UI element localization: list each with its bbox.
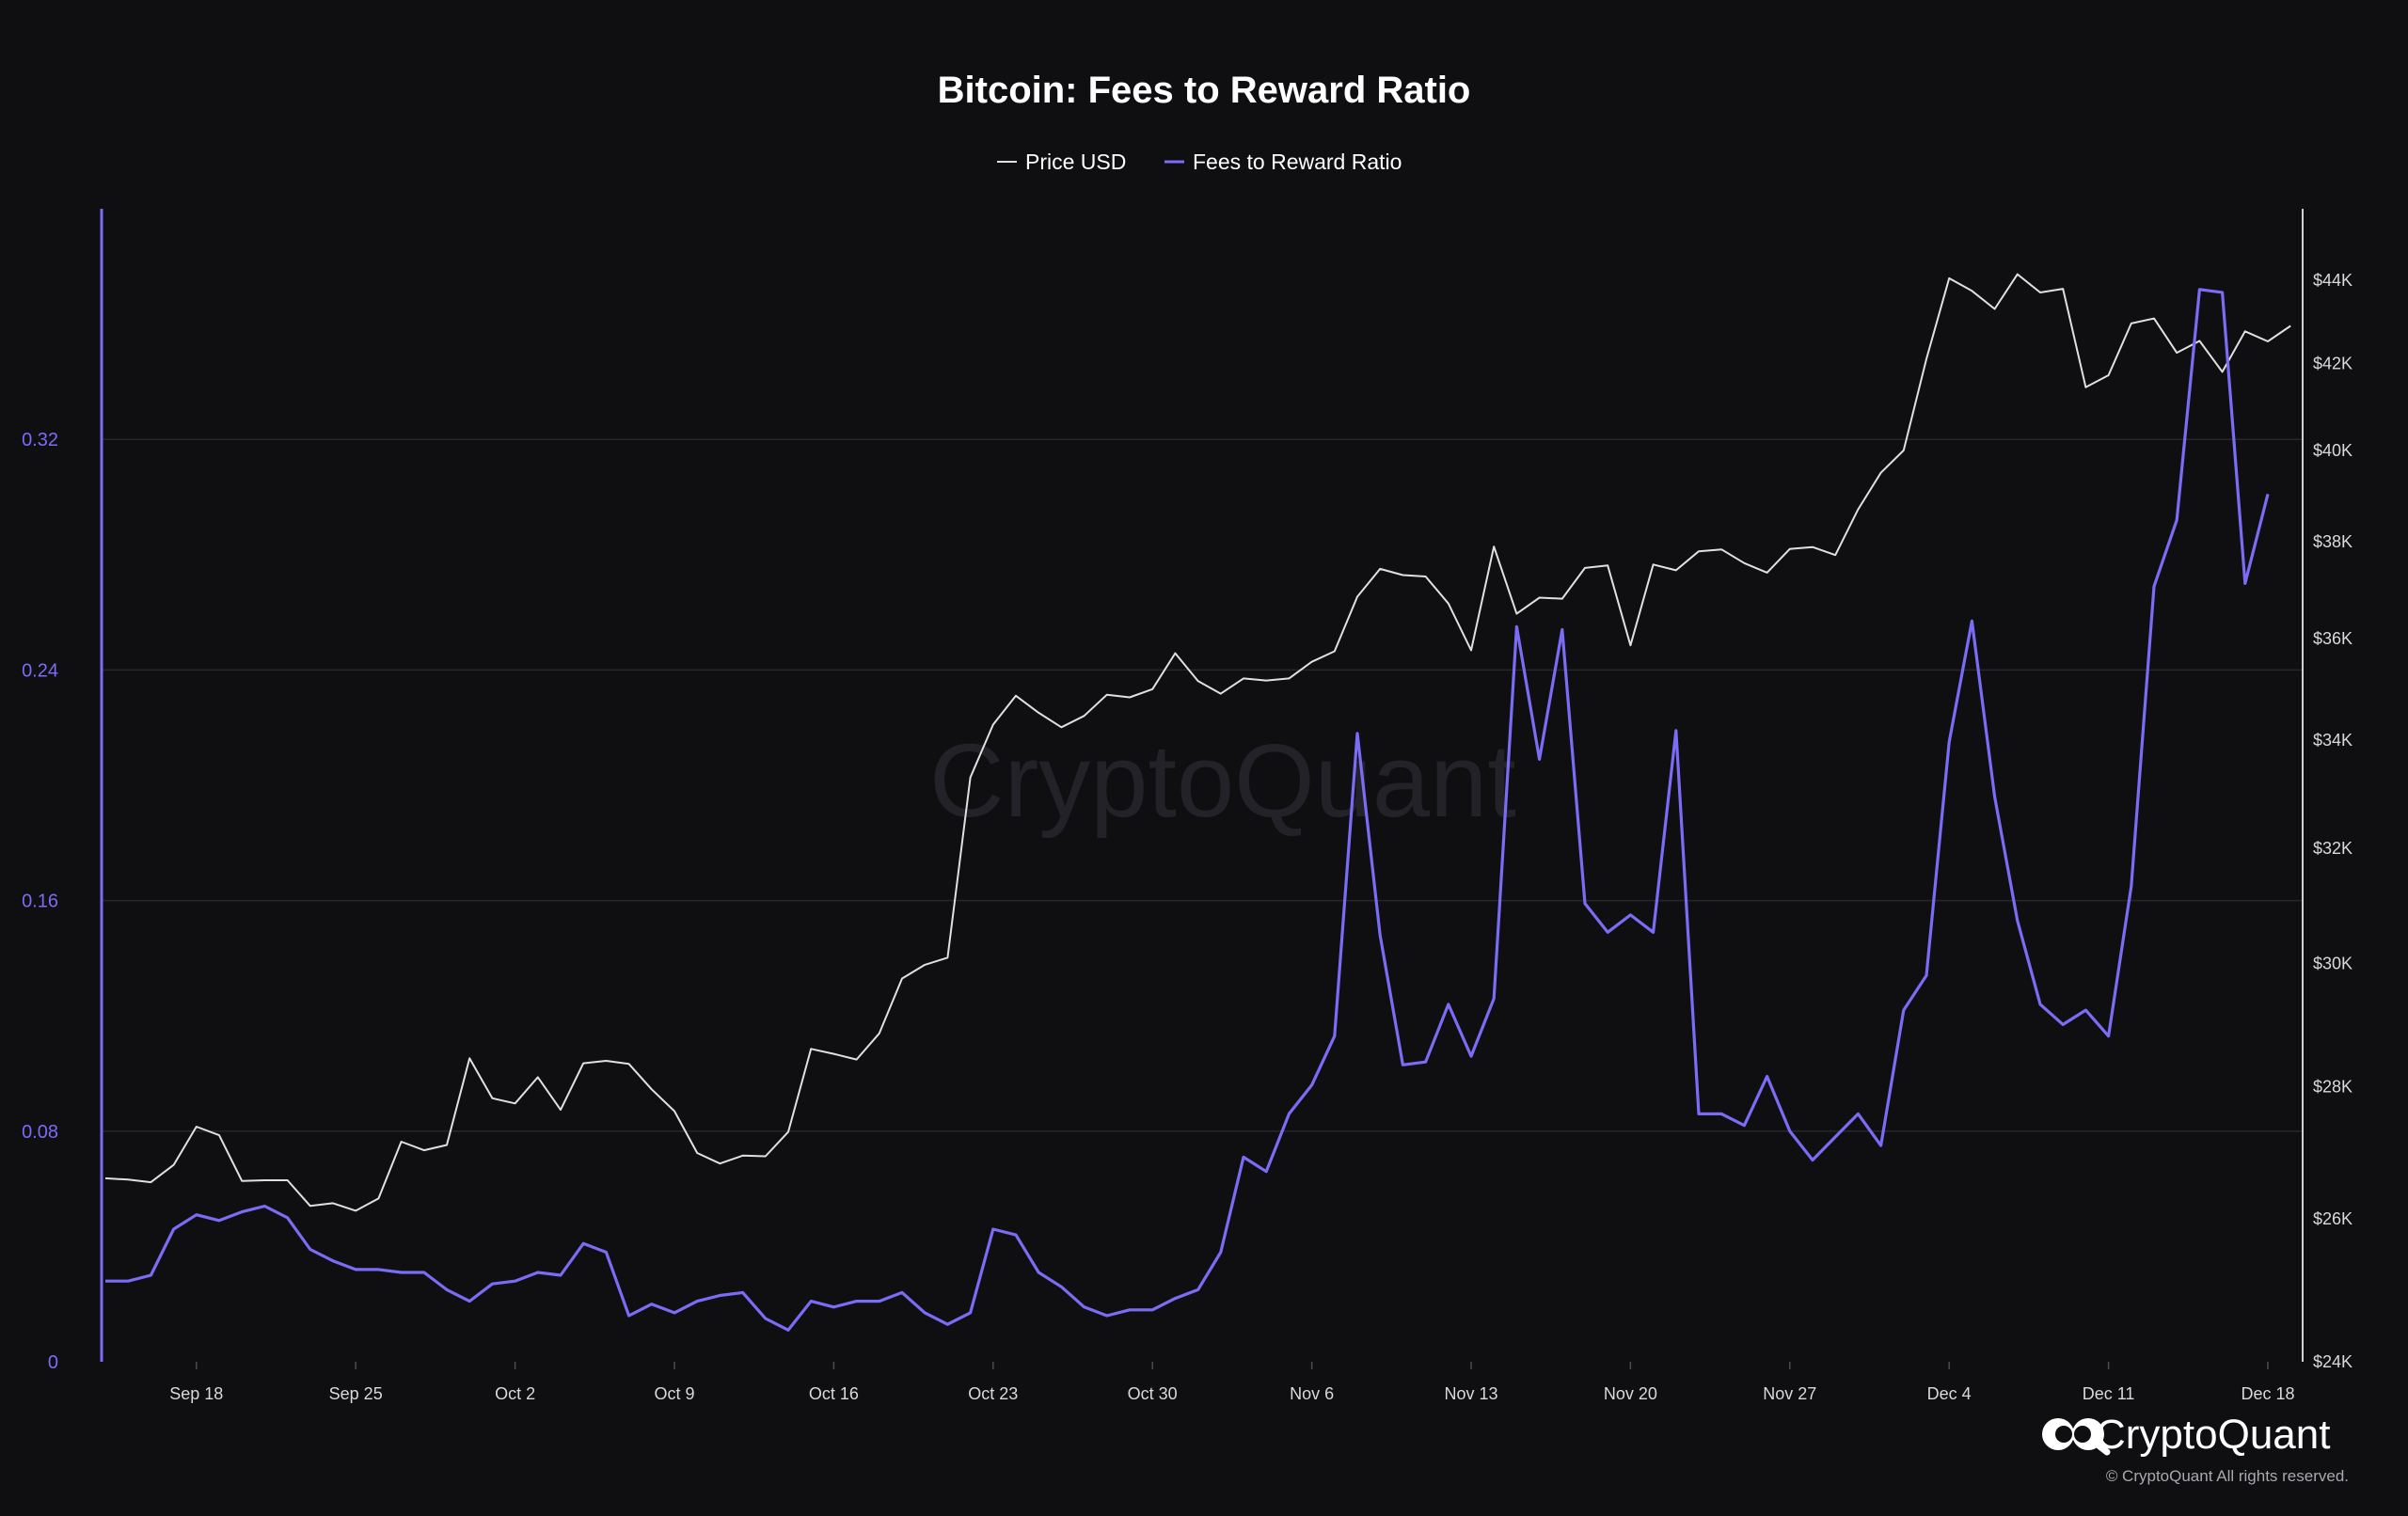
right-tick-label: $24K bbox=[2313, 1352, 2353, 1371]
watermark: CryptoQuant bbox=[929, 723, 1516, 839]
right-tick-label: $32K bbox=[2313, 839, 2353, 858]
right-tick-label: $44K bbox=[2313, 271, 2353, 290]
left-tick-label: 0.16 bbox=[22, 892, 58, 912]
series-points-ratio bbox=[104, 289, 2269, 1331]
x-tick-label: Oct 30 bbox=[1128, 1384, 1178, 1403]
left-axis-ticks: 0 0.08 0.16 0.24 0.32 bbox=[22, 430, 58, 1373]
right-tick-label: $42K bbox=[2313, 354, 2353, 372]
right-tick-label: $26K bbox=[2313, 1209, 2353, 1228]
grid bbox=[102, 438, 2303, 1132]
x-tick-label: Dec 11 bbox=[2083, 1384, 2135, 1403]
right-tick-label: $28K bbox=[2313, 1078, 2353, 1097]
x-tick-label: Nov 27 bbox=[1763, 1384, 1816, 1403]
brand-name: CryptoQuant bbox=[2096, 1412, 2330, 1458]
cryptoquant-logo-icon bbox=[2042, 1418, 2111, 1456]
x-tick-label: Nov 13 bbox=[1444, 1384, 1497, 1403]
legend-label-ratio: Fees to Reward Ratio bbox=[1193, 150, 1402, 174]
legend-item-ratio[interactable]: Fees to Reward Ratio bbox=[1164, 150, 1402, 174]
x-tick-label: Nov 6 bbox=[1290, 1384, 1334, 1403]
legend-label-price: Price USD bbox=[1025, 150, 1126, 174]
x-tick-label: Oct 23 bbox=[968, 1384, 1018, 1403]
x-tick-label: Sep 25 bbox=[329, 1384, 383, 1403]
series-points-price bbox=[104, 274, 2291, 1211]
x-tick-label: Dec 4 bbox=[1927, 1384, 1972, 1403]
x-tick-label: Oct 9 bbox=[654, 1384, 694, 1403]
legend: Price USD Fees to Reward Ratio bbox=[997, 150, 1402, 174]
x-tick-label: Nov 20 bbox=[1604, 1384, 1657, 1403]
x-axis-ticks: Sep 18 Sep 25 Oct 2 Oct 9 Oct 16 Oct 23 Oct 30… bbox=[169, 1362, 2295, 1403]
x-tick-label: Sep 18 bbox=[169, 1384, 223, 1403]
right-tick-label: $30K bbox=[2313, 955, 2353, 973]
right-tick-label: $36K bbox=[2313, 629, 2353, 648]
left-tick-label: 0.24 bbox=[22, 660, 58, 681]
x-tick-label: Oct 2 bbox=[495, 1384, 535, 1403]
right-tick-label: $34K bbox=[2313, 731, 2353, 750]
left-tick-label: 0 bbox=[48, 1352, 58, 1373]
series-line-ratio bbox=[105, 288, 2270, 1332]
left-tick-label: 0.32 bbox=[22, 430, 58, 450]
chart-title: Bitcoin: Fees to Reward Ratio bbox=[938, 70, 1471, 111]
legend-item-price[interactable]: Price USD bbox=[997, 150, 1126, 174]
right-tick-label: $40K bbox=[2313, 441, 2353, 460]
x-tick-label: Dec 18 bbox=[2241, 1384, 2294, 1403]
right-tick-label: $38K bbox=[2313, 532, 2353, 551]
copyright-notice: © CryptoQuant All rights reserved. bbox=[2106, 1467, 2349, 1485]
x-tick-label: Oct 16 bbox=[809, 1384, 859, 1403]
brand-logo: CryptoQuant © CryptoQuant All rights res… bbox=[2042, 1412, 2349, 1485]
right-axis-ticks: $24K $26K $28K $30K $32K $34K $36K $38K $40K $42K… bbox=[2313, 271, 2353, 1371]
left-tick-label: 0.08 bbox=[22, 1122, 58, 1143]
